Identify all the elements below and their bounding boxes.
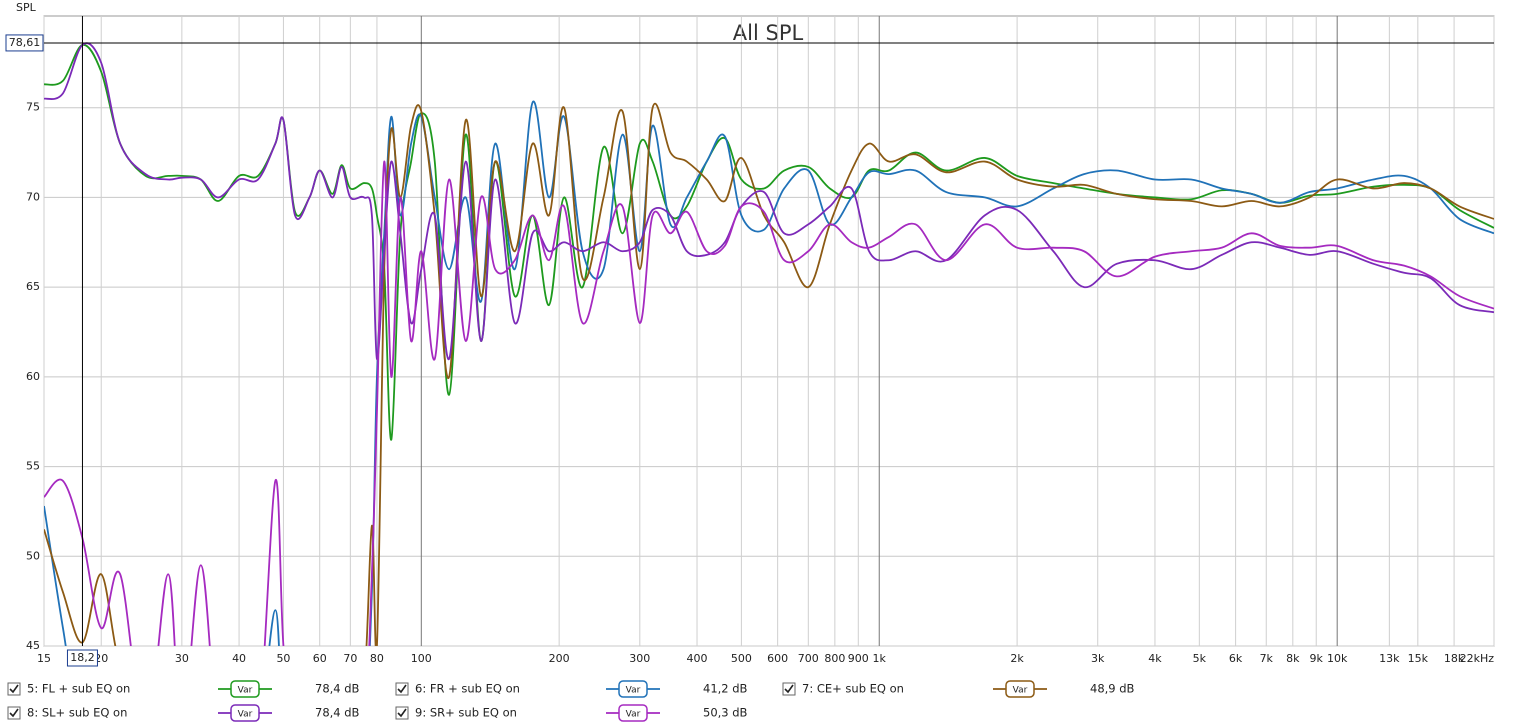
series-line: [44, 100, 1494, 646]
checkbox[interactable]: [395, 682, 409, 696]
var-button-label: Var: [626, 686, 641, 696]
plot-area: [43, 15, 1495, 647]
series-name: 9: SR+ sub EQ on: [415, 706, 517, 720]
y-tick-label: 75: [26, 101, 40, 114]
x-tick-label: 600: [767, 652, 788, 665]
lines: [44, 42, 1494, 646]
x-tick-label: 80: [370, 652, 384, 665]
x-tick-label: 10k: [1327, 652, 1348, 665]
var-button-label: Var: [238, 686, 253, 696]
checkbox[interactable]: [782, 682, 796, 696]
x-tick-label: 800: [824, 652, 845, 665]
x-tick-label: 900: [848, 652, 869, 665]
var-button[interactable]: [618, 680, 648, 698]
series-level: 48,9 dB: [1090, 682, 1135, 696]
chart-title: All SPL: [733, 21, 804, 45]
series-name: 6: FR + sub EQ on: [415, 682, 520, 696]
cursor-y-label: 78,61: [9, 36, 41, 49]
y-tick-label: 45: [26, 639, 40, 652]
y-tick-label: 50: [26, 549, 40, 562]
series-level: 78,4 dB: [315, 706, 360, 720]
x-tick-label: 22kHz: [1460, 652, 1495, 665]
x-tick-label: 15: [37, 652, 51, 665]
y-axis-label: SPL: [16, 1, 37, 14]
x-tick-label: 1k: [873, 652, 887, 665]
x-tick-label: 40: [232, 652, 246, 665]
var-button[interactable]: [1005, 680, 1035, 698]
series-level: 41,2 dB: [703, 682, 748, 696]
x-tick-label: 8k: [1286, 652, 1300, 665]
cursor-x-label: 18,2: [70, 651, 95, 664]
var-button[interactable]: [230, 680, 260, 698]
checkmark: [9, 708, 19, 718]
var-button[interactable]: [230, 704, 260, 722]
checkmark: [784, 684, 794, 694]
checkbox[interactable]: [7, 682, 21, 696]
x-tick-label: 7k: [1260, 652, 1274, 665]
y-tick-label: 60: [26, 370, 40, 383]
series-line: [44, 160, 1494, 646]
checkmark: [397, 708, 407, 718]
grid: [43, 16, 1495, 647]
y-tick-label: 65: [26, 280, 40, 293]
var-button-label: Var: [626, 710, 641, 720]
checkmark: [9, 684, 19, 694]
x-tick-label: 700: [798, 652, 819, 665]
series-line: [44, 103, 1494, 646]
var-button[interactable]: [618, 704, 648, 722]
x-tick-label: 9k: [1310, 652, 1324, 665]
x-tick-label: 400: [687, 652, 708, 665]
x-tick-label: 5k: [1193, 652, 1207, 665]
x-tick-label: 2k: [1010, 652, 1024, 665]
cursor-y-box: [5, 34, 44, 52]
x-tick-label: 6k: [1229, 652, 1243, 665]
series-name: 5: FL + sub EQ on: [27, 682, 130, 696]
x-tick-label: 18k: [1444, 652, 1465, 665]
var-button-label: Var: [1013, 686, 1028, 696]
x-tick-label: 300: [629, 652, 650, 665]
x-tick-label: 70: [343, 652, 357, 665]
var-button-label: Var: [238, 710, 253, 720]
y-tick-label: 70: [26, 190, 40, 203]
x-tick-label: 60: [313, 652, 327, 665]
x-tick-label: 100: [411, 652, 432, 665]
x-tick-label: 500: [731, 652, 752, 665]
x-tick-label: 13k: [1379, 652, 1400, 665]
series-level: 78,4 dB: [315, 682, 360, 696]
x-tick-label: 50: [276, 652, 290, 665]
series-name: 8: SL+ sub EQ on: [27, 706, 127, 720]
x-tick-label: 15k: [1408, 652, 1429, 665]
checkbox[interactable]: [7, 706, 21, 720]
x-tick-label: 4k: [1148, 652, 1162, 665]
x-tick-label: 30: [175, 652, 189, 665]
cursor-x-box: [66, 649, 98, 667]
series-level: 50,3 dB: [703, 706, 748, 720]
series-name: 7: CE+ sub EQ on: [802, 682, 904, 696]
series-line: [44, 42, 1494, 360]
y-tick-label: 55: [26, 460, 40, 473]
x-tick-label: 3k: [1091, 652, 1105, 665]
checkmark: [397, 684, 407, 694]
checkbox[interactable]: [395, 706, 409, 720]
x-tick-label: 200: [549, 652, 570, 665]
